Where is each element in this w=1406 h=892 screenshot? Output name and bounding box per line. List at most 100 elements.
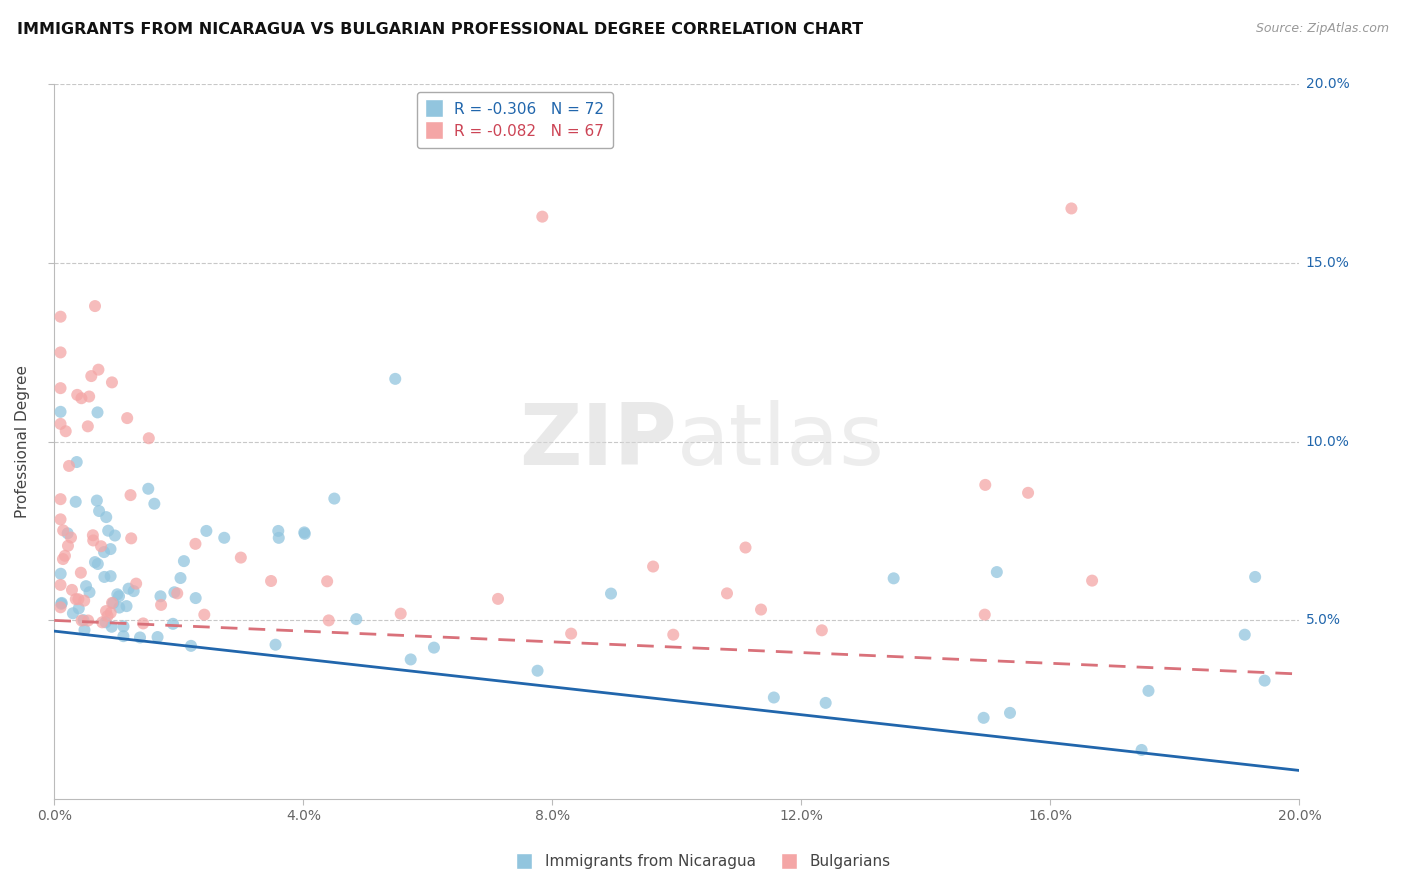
Point	[643, 559, 665, 574]
Point	[112, 619, 135, 633]
Legend: R = -0.306   N = 72, R = -0.082   N = 67: R = -0.306 N = 72, R = -0.082 N = 67	[418, 92, 613, 148]
Point	[115, 411, 138, 425]
Point	[96, 609, 118, 624]
Point	[136, 482, 159, 496]
Point	[66, 455, 89, 469]
Point	[166, 586, 188, 600]
Point	[49, 417, 72, 431]
Point	[143, 497, 166, 511]
Point	[150, 598, 173, 612]
Point	[129, 631, 152, 645]
Point	[76, 419, 98, 434]
Point	[77, 390, 100, 404]
Point	[1017, 485, 1039, 500]
Point	[70, 614, 93, 628]
Point	[716, 586, 738, 600]
Point	[267, 524, 290, 538]
Point	[87, 557, 110, 571]
Point	[86, 493, 108, 508]
Point	[67, 592, 90, 607]
Text: IMMIGRANTS FROM NICARAGUA VS BULGARIAN PROFESSIONAL DEGREE CORRELATION CHART: IMMIGRANTS FROM NICARAGUA VS BULGARIAN P…	[17, 22, 863, 37]
Point	[79, 585, 101, 599]
Point	[82, 528, 104, 542]
Point	[72, 613, 94, 627]
Point	[486, 591, 509, 606]
Point	[101, 596, 124, 610]
Point	[66, 388, 89, 402]
Point	[229, 550, 252, 565]
Point	[56, 539, 79, 553]
Point	[65, 592, 87, 607]
Point	[267, 531, 290, 545]
Point	[97, 524, 120, 538]
Point	[93, 570, 115, 584]
Point	[77, 614, 100, 628]
Y-axis label: Professional Degree: Professional Degree	[15, 365, 30, 518]
Point	[51, 596, 73, 610]
Point	[180, 639, 202, 653]
Point	[49, 578, 72, 592]
Point	[1081, 574, 1104, 588]
Point	[55, 424, 77, 438]
Point	[87, 504, 110, 518]
Point	[90, 539, 112, 553]
Point	[883, 571, 905, 585]
Point	[149, 589, 172, 603]
Point	[49, 492, 72, 507]
Text: atlas: atlas	[676, 401, 884, 483]
Point	[52, 552, 75, 566]
Point	[1233, 628, 1256, 642]
Point	[73, 593, 96, 607]
Point	[70, 391, 93, 405]
Point	[67, 601, 90, 615]
Point	[51, 597, 73, 611]
Point	[125, 576, 148, 591]
Point	[108, 589, 131, 603]
Point	[56, 526, 79, 541]
Point	[316, 574, 339, 589]
Point	[100, 542, 122, 557]
Point	[814, 696, 837, 710]
Point	[734, 541, 756, 555]
Point	[60, 582, 83, 597]
Point	[53, 549, 76, 563]
Point	[49, 512, 72, 526]
Point	[59, 531, 82, 545]
Point	[163, 585, 186, 599]
Point	[292, 525, 315, 540]
Text: Source: ZipAtlas.com: Source: ZipAtlas.com	[1256, 22, 1389, 36]
Point	[531, 210, 554, 224]
Point	[560, 626, 582, 640]
Point	[998, 706, 1021, 720]
Point	[173, 554, 195, 568]
Point	[82, 533, 104, 548]
Point	[100, 606, 122, 620]
Point	[91, 615, 114, 630]
Point	[101, 376, 124, 390]
Point	[84, 299, 107, 313]
Point	[70, 566, 93, 580]
Text: 5.0%: 5.0%	[1306, 614, 1341, 627]
Point	[1130, 743, 1153, 757]
Point	[86, 405, 108, 419]
Point	[318, 614, 340, 628]
Point	[399, 652, 422, 666]
Point	[986, 565, 1008, 579]
Point	[184, 591, 207, 605]
Point	[112, 629, 135, 643]
Point	[49, 600, 72, 615]
Point	[1060, 202, 1083, 216]
Point	[600, 586, 623, 600]
Point	[1253, 673, 1275, 688]
Point	[260, 574, 283, 588]
Point	[87, 362, 110, 376]
Point	[49, 405, 72, 419]
Point	[973, 711, 995, 725]
Point	[117, 582, 139, 596]
Point	[49, 381, 72, 395]
Point	[162, 616, 184, 631]
Point	[1244, 570, 1267, 584]
Point	[344, 612, 367, 626]
Point	[96, 510, 118, 524]
Point	[58, 458, 80, 473]
